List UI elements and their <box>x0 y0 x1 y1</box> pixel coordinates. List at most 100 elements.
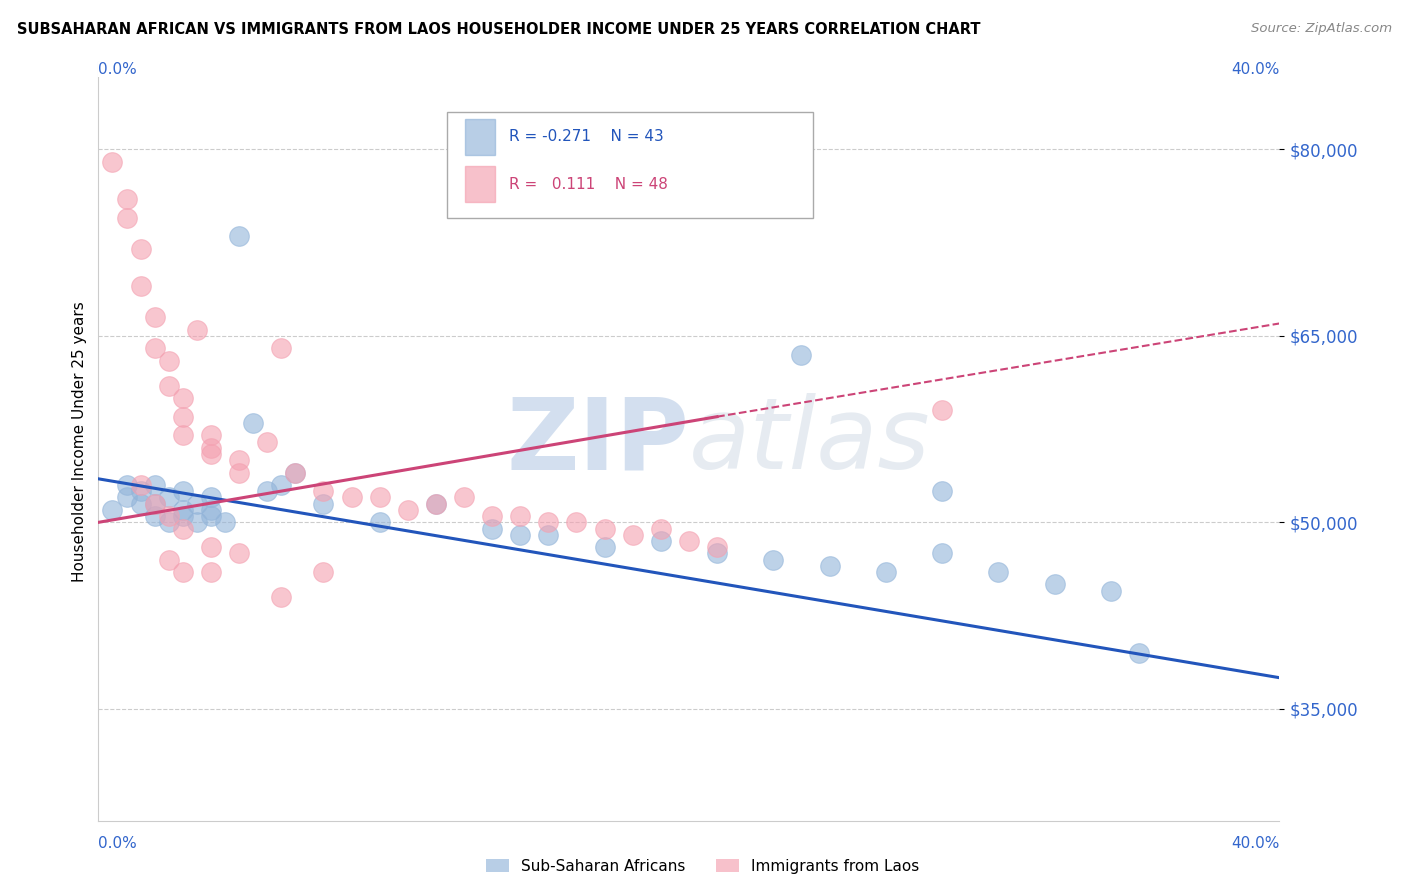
Point <box>129 497 152 511</box>
Point <box>172 503 194 517</box>
Point <box>200 491 222 505</box>
Point <box>143 478 166 492</box>
Point <box>186 516 208 530</box>
Point <box>509 509 531 524</box>
Point <box>172 409 194 424</box>
Point <box>143 497 166 511</box>
Point <box>706 546 728 560</box>
Point <box>256 484 278 499</box>
Point <box>228 453 250 467</box>
Point <box>312 497 335 511</box>
Y-axis label: Householder Income Under 25 years: Householder Income Under 25 years <box>72 301 87 582</box>
Point <box>1043 577 1066 591</box>
Point <box>186 497 208 511</box>
Point <box>200 509 222 524</box>
Point <box>172 391 194 405</box>
Point <box>650 533 672 548</box>
Point <box>650 522 672 536</box>
Point <box>186 323 208 337</box>
Point <box>706 540 728 554</box>
Point <box>340 491 363 505</box>
Legend: Sub-Saharan Africans, Immigrants from Laos: Sub-Saharan Africans, Immigrants from La… <box>481 853 925 880</box>
Point <box>762 552 785 566</box>
Point <box>593 522 616 536</box>
Point <box>129 242 152 256</box>
Point <box>157 516 180 530</box>
Point <box>931 403 953 417</box>
Point <box>1099 583 1122 598</box>
Point <box>143 341 166 355</box>
Point <box>200 540 222 554</box>
Point <box>284 466 307 480</box>
Point <box>228 466 250 480</box>
Point <box>242 416 264 430</box>
FancyBboxPatch shape <box>464 166 495 202</box>
Point <box>621 528 644 542</box>
Point <box>818 558 841 573</box>
Point <box>101 503 124 517</box>
Point <box>200 447 222 461</box>
Point <box>509 528 531 542</box>
Text: 40.0%: 40.0% <box>1232 836 1279 851</box>
Point <box>425 497 447 511</box>
Text: R = -0.271    N = 43: R = -0.271 N = 43 <box>509 129 664 145</box>
Text: atlas: atlas <box>689 393 931 490</box>
Point <box>593 540 616 554</box>
Point <box>172 522 194 536</box>
Point <box>565 516 588 530</box>
Point <box>200 565 222 579</box>
Point <box>931 546 953 560</box>
Point <box>270 478 292 492</box>
Text: 0.0%: 0.0% <box>98 836 138 851</box>
Point <box>200 441 222 455</box>
Point <box>537 528 560 542</box>
Point <box>115 478 138 492</box>
Point <box>115 211 138 225</box>
Point <box>172 428 194 442</box>
Text: R =   0.111    N = 48: R = 0.111 N = 48 <box>509 177 668 192</box>
Point <box>101 154 124 169</box>
Point <box>1128 646 1150 660</box>
Point <box>200 428 222 442</box>
Text: Source: ZipAtlas.com: Source: ZipAtlas.com <box>1251 22 1392 36</box>
Point <box>157 491 180 505</box>
Point <box>143 310 166 325</box>
Point <box>214 516 236 530</box>
Point <box>875 565 897 579</box>
Point <box>115 192 138 206</box>
Point <box>312 484 335 499</box>
Point <box>228 546 250 560</box>
Point <box>396 503 419 517</box>
Text: 40.0%: 40.0% <box>1232 62 1279 78</box>
Point <box>284 466 307 480</box>
Point <box>172 565 194 579</box>
Point <box>987 565 1010 579</box>
Text: 0.0%: 0.0% <box>98 62 138 78</box>
Point <box>200 503 222 517</box>
Point <box>129 279 152 293</box>
Point <box>143 509 166 524</box>
Point <box>790 347 813 361</box>
Point <box>368 491 391 505</box>
Point <box>157 509 180 524</box>
Point <box>129 484 152 499</box>
Point <box>157 353 180 368</box>
FancyBboxPatch shape <box>464 119 495 155</box>
Point <box>537 516 560 530</box>
Point <box>157 552 180 566</box>
Point <box>143 497 166 511</box>
Point <box>172 484 194 499</box>
Point <box>481 509 503 524</box>
Text: SUBSAHARAN AFRICAN VS IMMIGRANTS FROM LAOS HOUSEHOLDER INCOME UNDER 25 YEARS COR: SUBSAHARAN AFRICAN VS IMMIGRANTS FROM LA… <box>17 22 980 37</box>
Point <box>368 516 391 530</box>
Point <box>129 478 152 492</box>
FancyBboxPatch shape <box>447 112 813 218</box>
Point <box>270 590 292 604</box>
Point <box>931 484 953 499</box>
Point <box>172 509 194 524</box>
Point <box>228 229 250 244</box>
Point <box>453 491 475 505</box>
Point <box>270 341 292 355</box>
Point <box>678 533 700 548</box>
Point <box>157 378 180 392</box>
